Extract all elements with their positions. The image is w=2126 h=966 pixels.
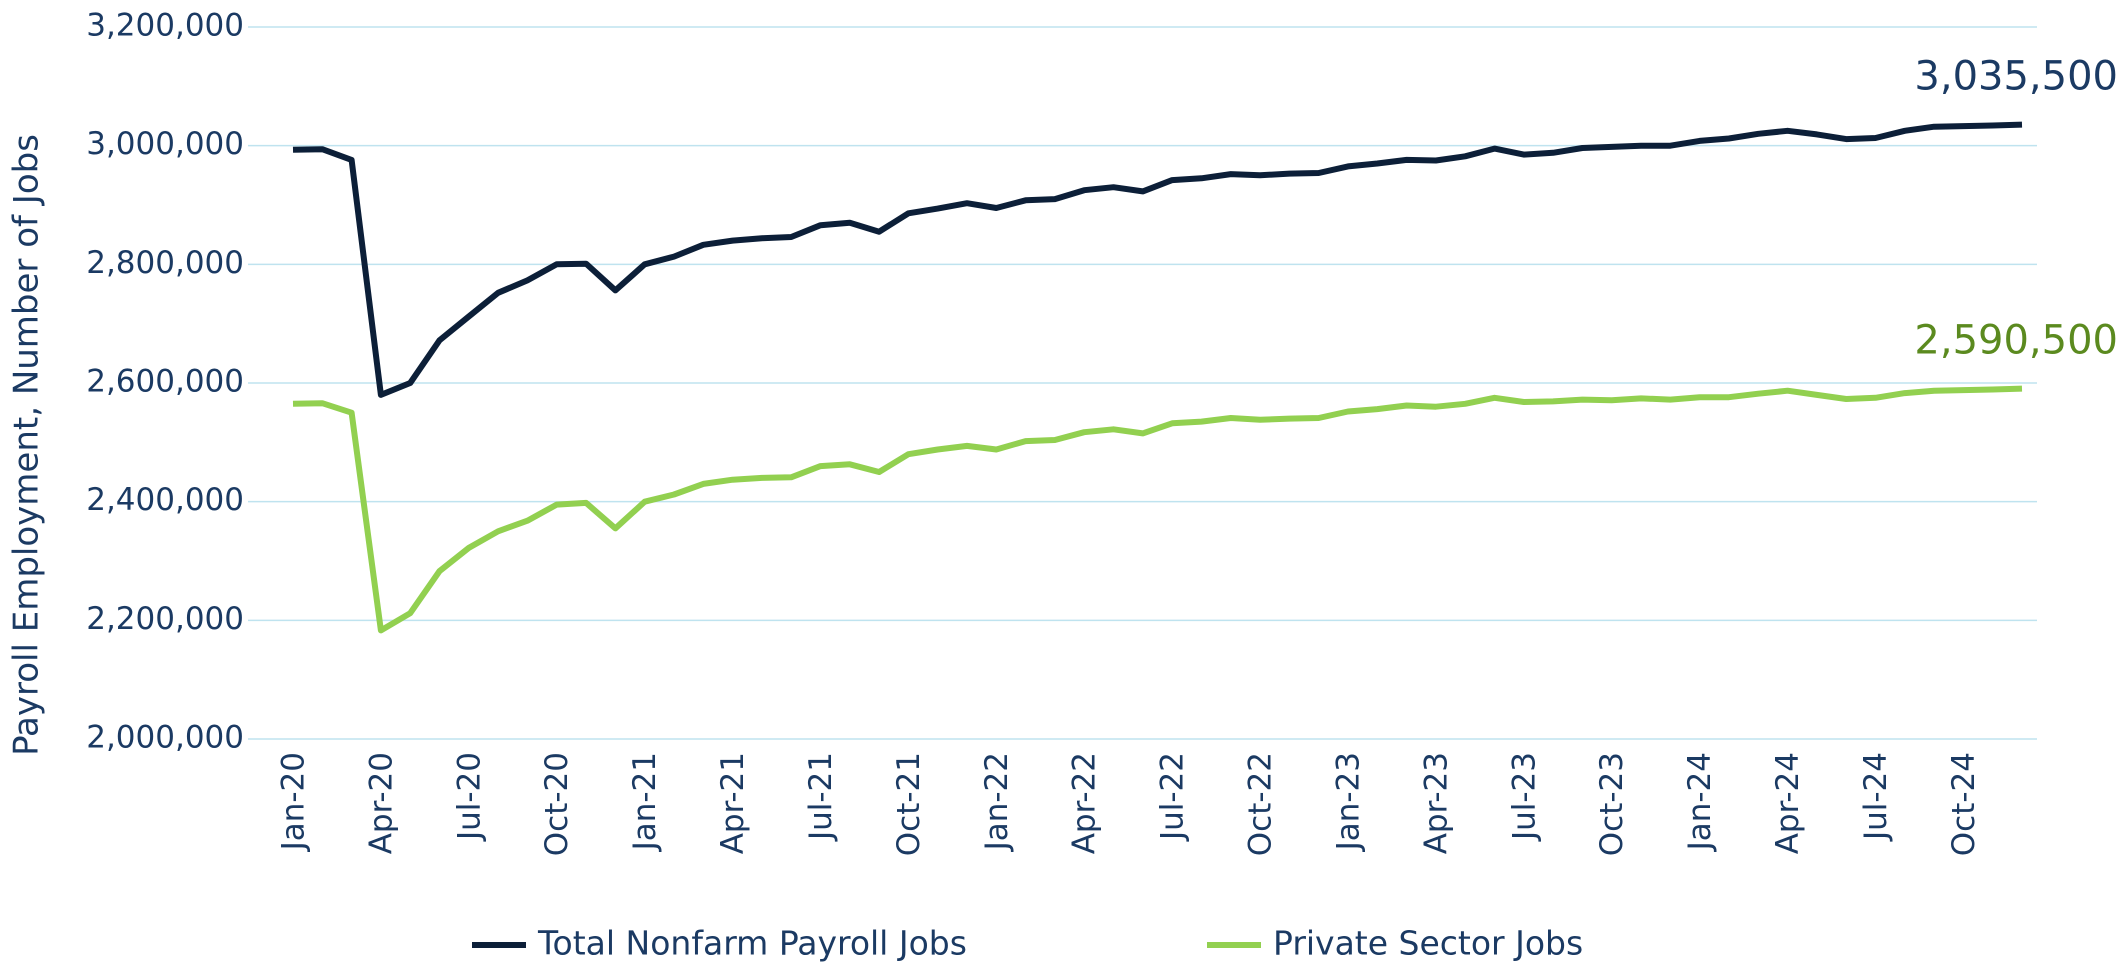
- series-line: [292, 385, 2023, 634]
- x-tick-label: Oct-23: [1594, 752, 1630, 856]
- x-tick-label: Jan-24: [1682, 752, 1718, 852]
- x-tick-label: Oct-20: [539, 752, 575, 856]
- x-tick-label: Jan-22: [979, 752, 1015, 852]
- x-tick-label: Jul-20: [451, 752, 487, 842]
- x-tick-label: Apr-22: [1067, 752, 1103, 854]
- y-tick-label: 3,200,000: [86, 8, 244, 44]
- x-tick-label: Jan-23: [1330, 752, 1366, 852]
- x-tick-label: Jan-21: [627, 752, 663, 852]
- x-tick-label: Jul-23: [1506, 752, 1542, 842]
- y-tick-label: 2,000,000: [86, 720, 244, 756]
- data-label: 2,590,500: [1914, 318, 2118, 364]
- y-axis-title: Payroll Employment, Number of Jobs: [7, 134, 47, 756]
- x-tick-label: Jul-24: [1858, 752, 1894, 842]
- x-tick-label: Oct-24: [1946, 752, 1982, 856]
- y-tick-label: 2,800,000: [86, 245, 244, 281]
- y-tick-label: 3,000,000: [86, 126, 244, 162]
- x-tick-label: Jan-20: [276, 752, 312, 852]
- x-tick-label: Oct-21: [891, 752, 927, 856]
- x-tick-label: Apr-24: [1770, 752, 1806, 854]
- x-tick-label: Oct-22: [1243, 752, 1279, 856]
- x-tick-label: Apr-20: [363, 752, 399, 854]
- legend-label: Private Sector Jobs: [1273, 924, 1583, 963]
- y-tick-label: 2,600,000: [86, 364, 244, 400]
- series-line: [292, 121, 2023, 398]
- x-tick-label: Apr-21: [715, 752, 751, 854]
- x-tick-label: Jul-22: [1155, 752, 1191, 842]
- data-label: 3,035,500: [1914, 54, 2118, 100]
- x-tick-label: Jul-21: [803, 752, 839, 842]
- x-tick-label: Apr-23: [1418, 752, 1454, 854]
- y-tick-label: 2,200,000: [86, 601, 244, 637]
- legend-label: Total Nonfarm Payroll Jobs: [537, 924, 967, 963]
- y-tick-label: 2,400,000: [86, 482, 244, 518]
